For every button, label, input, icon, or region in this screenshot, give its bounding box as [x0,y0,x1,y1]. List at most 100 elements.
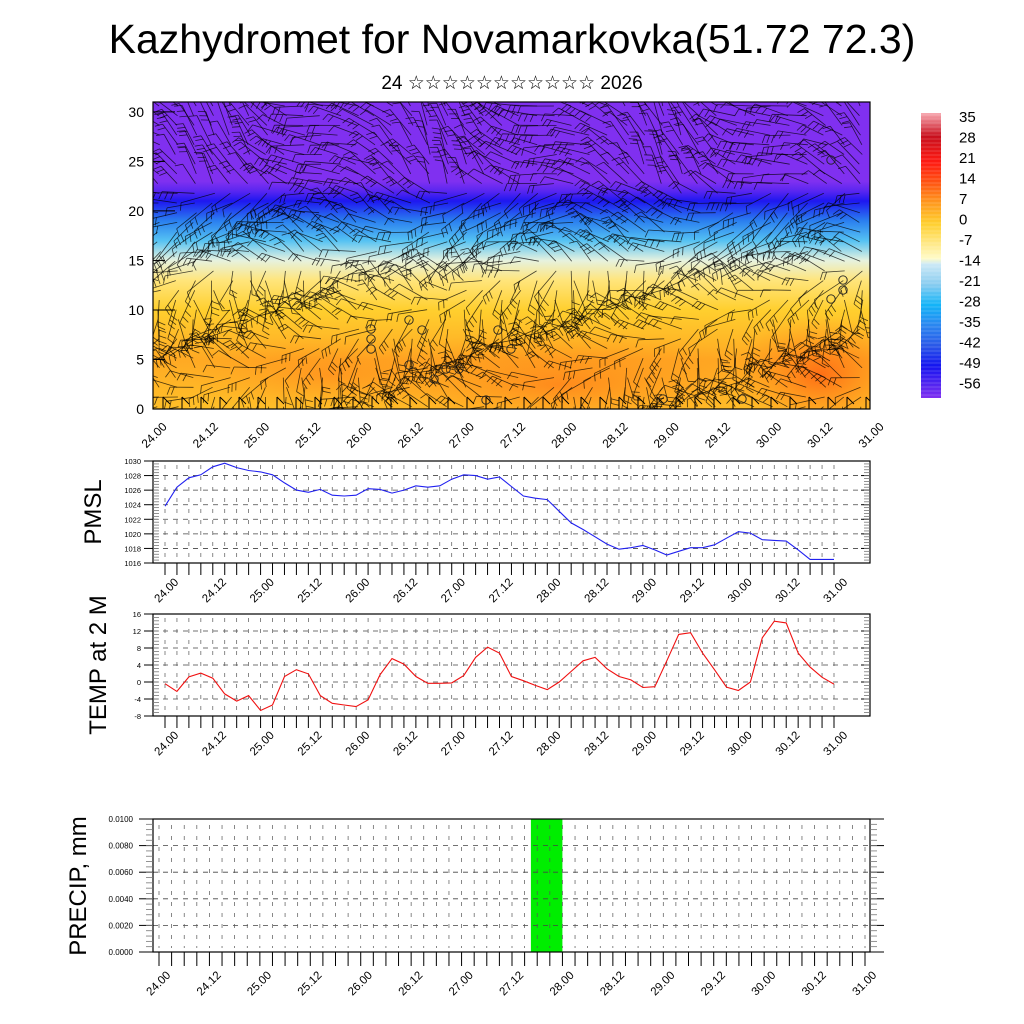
wind-barb-flag [670,316,675,324]
wind-barb-flag [199,332,207,339]
wind-barb-shaft [369,251,393,257]
wind-barb-flag [480,206,484,215]
wind-barb-flag [497,228,499,237]
wind-barb-shaft [808,170,827,184]
wind-barb-flag [429,206,432,215]
wind-barb-flag [367,158,376,164]
wind-barb-shaft [221,396,232,409]
wind-barb-shaft [806,102,824,107]
wind-barb-flag [829,331,838,335]
wind-barb-flag [806,248,813,255]
wind-barb-shaft [760,358,790,369]
wind-barb-flag [642,294,649,301]
wind-barb-shaft [675,154,698,184]
wind-barb-shaft [513,383,536,388]
x-tick-label: 27.00 [439,729,468,758]
wind-barb-flag [406,246,410,255]
wind-barb-flag [292,254,299,262]
wind-barb-shaft [226,141,248,165]
wind-barb-shaft [458,102,466,116]
wind-barb-shaft [213,290,223,311]
wind-barb-shaft [468,257,502,272]
wind-barb-flag [265,321,274,326]
wind-barb-flag [479,374,487,380]
wind-barb-flag [759,262,766,270]
wind-barb-shaft [443,329,449,362]
wind-barb-flag [277,106,281,115]
wind-barb-flag [634,265,637,274]
wind-barb-shaft [648,229,681,233]
wind-barb-flag [418,361,427,367]
wind-barb-flag [565,201,573,208]
wind-barb-flag [353,230,360,237]
wind-barb-shaft [346,358,359,389]
wind-barb-flag [755,358,761,366]
wind-barb-shaft [372,381,395,398]
wind-barb-flag [703,249,706,258]
wind-barb-shaft [153,231,158,237]
wind-barb-shaft [716,152,736,165]
wind-barb-shaft [763,289,791,291]
wind-barb-flag [231,242,239,248]
wind-barb-flag [188,115,197,117]
wind-barb-flag [397,252,405,258]
wind-barb-flag [768,265,775,273]
wind-barb-flag [529,334,532,343]
wind-barb-shaft [442,202,465,216]
wind-barb-shaft [603,102,626,117]
wind-barb-flag [525,222,530,231]
wind-barb-flag [458,105,467,108]
wind-barb-flag [232,118,241,121]
wind-barb-shaft [299,280,321,300]
y-tick-label: 12 [133,627,141,636]
wind-barb-surface-flag [827,396,836,405]
wind-barb-flag [657,169,666,173]
x-tick-label: 24.12 [195,969,224,998]
wind-barb-flag [710,94,717,99]
wind-barb-flag [394,373,397,382]
wind-barb-flag [154,217,157,226]
wind-barb-flag [158,340,167,345]
wind-barb-flag [680,232,684,241]
wind-barb-flag [469,129,477,135]
wind-barb-flag [605,86,613,87]
wind-barb-flag [706,91,713,96]
wind-barb-flag [584,217,590,225]
wind-barb-flag [514,183,519,192]
wind-barb-flag [204,339,212,344]
wind-barb-flag [233,135,242,137]
wind-barb-flag [487,201,491,210]
wind-barb-flag [753,347,761,352]
wind-barb-flag [237,78,245,81]
wind-barb-flag [357,283,366,286]
wind-barb-flag [506,371,512,380]
wind-barb-flag [419,354,426,361]
wind-barb-shaft [842,406,844,409]
wind-barb-shaft [780,231,808,240]
wind-barb-flag [307,412,315,414]
wind-barb-flag [653,199,661,205]
wind-barb-flag [351,234,357,242]
wind-barb-flag [482,296,487,305]
wind-barb-flag [674,218,680,226]
wind-barb-flag [540,158,546,166]
wind-barb-shaft [296,171,322,175]
wind-barb-flag [475,371,483,377]
wind-barb-flag [294,336,300,344]
wind-barb-flag [327,422,333,428]
wind-barb-flag [473,347,482,350]
wind-barb-flag [654,301,661,308]
wind-barb-shaft [555,141,590,146]
wind-barb-flag [260,102,268,109]
wind-barb-flag [621,78,629,80]
wind-barb-shaft [710,102,718,107]
wind-barb-flag [566,391,569,400]
wind-barb-shaft [678,328,699,353]
wind-barb-flag [663,125,672,128]
wind-barb-flag [520,160,525,168]
wind-barb-flag [359,102,367,109]
wind-barb-flag [721,370,730,374]
wind-barb-flag [597,312,605,318]
wind-barb-flag [468,320,475,328]
wind-barb-flag [446,360,452,368]
